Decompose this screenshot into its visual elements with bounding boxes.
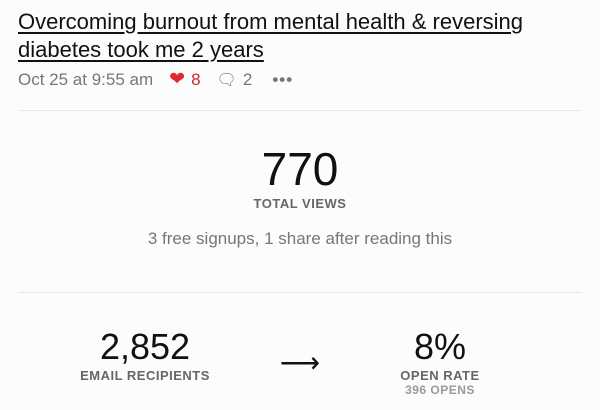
comment-icon[interactable]: 🗨︎ <box>216 71 237 89</box>
total-views-label: TOTAL VIEWS <box>253 196 347 211</box>
post-meta: Oct 25 at 9:55 am ❤ 8 🗨︎ 2 ••• <box>18 68 299 91</box>
views-detail: 3 free signups, 1 share after reading th… <box>147 229 453 248</box>
email-recipients-value: 2,852 <box>99 326 191 367</box>
heart-icon[interactable]: ❤ <box>169 69 186 90</box>
email-recipients-label: EMAIL RECIPIENTS <box>80 368 210 383</box>
total-views-value: 770 <box>261 143 339 195</box>
post-title[interactable]: Overcoming burnout from mental health & … <box>18 9 524 62</box>
divider <box>18 292 582 293</box>
like-count: 8 <box>191 69 201 89</box>
open-rate-value: 8% <box>413 326 467 367</box>
open-rate-label: OPEN RATE <box>400 368 480 383</box>
opens-count: 396 OPENS <box>405 383 475 397</box>
divider <box>18 110 582 111</box>
comment-count: 2 <box>242 69 253 89</box>
more-icon[interactable]: ••• <box>272 69 294 89</box>
arrow-right-icon: ⟶ <box>279 347 321 378</box>
post-date: Oct 25 at 9:55 am <box>18 69 154 89</box>
